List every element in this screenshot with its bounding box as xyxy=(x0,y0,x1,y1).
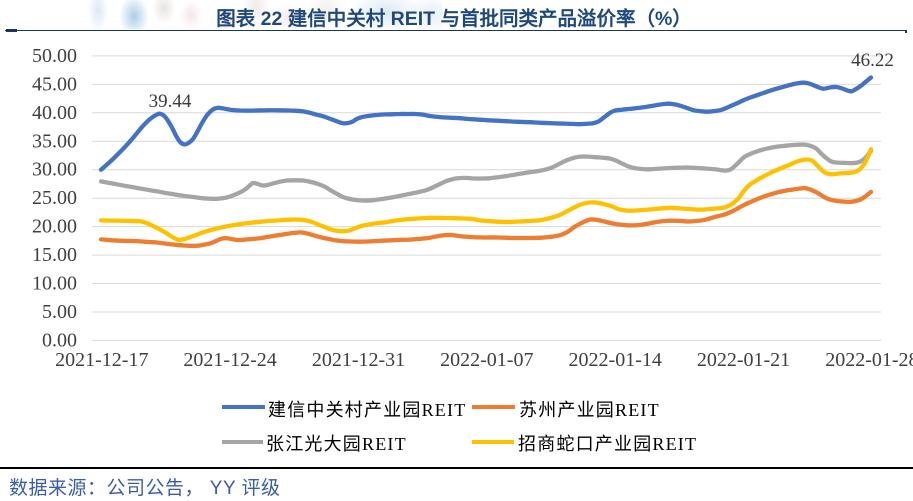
svg-text:46.22: 46.22 xyxy=(851,50,894,71)
svg-text:45.00: 45.00 xyxy=(32,73,77,95)
svg-text:30.00: 30.00 xyxy=(32,159,77,181)
svg-text:2021-12-24: 2021-12-24 xyxy=(183,349,276,371)
svg-text:2022-01-28: 2022-01-28 xyxy=(825,349,913,371)
svg-text:39.44: 39.44 xyxy=(149,91,192,112)
svg-text:2022-01-21: 2022-01-21 xyxy=(697,349,790,371)
svg-text:10.00: 10.00 xyxy=(32,273,77,295)
svg-text:2022-01-14: 2022-01-14 xyxy=(569,349,662,371)
svg-text:5.00: 5.00 xyxy=(42,301,77,323)
svg-text:40.00: 40.00 xyxy=(32,102,77,124)
svg-text:2022-01-07: 2022-01-07 xyxy=(440,349,533,371)
svg-text:0.00: 0.00 xyxy=(42,329,77,351)
svg-text:50.00: 50.00 xyxy=(32,45,77,67)
svg-text:25.00: 25.00 xyxy=(32,187,77,209)
svg-text:20.00: 20.00 xyxy=(32,216,77,238)
svg-text:2021-12-17: 2021-12-17 xyxy=(55,349,148,371)
svg-text:2021-12-31: 2021-12-31 xyxy=(312,349,405,371)
svg-text:35.00: 35.00 xyxy=(32,130,77,152)
svg-text:15.00: 15.00 xyxy=(32,244,77,266)
